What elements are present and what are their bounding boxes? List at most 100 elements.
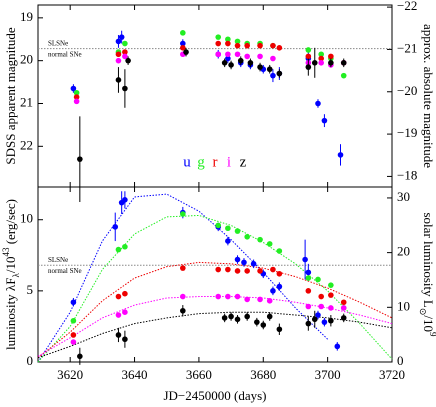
fit-curve [37, 193, 328, 363]
reference-label: SLSNe [48, 39, 68, 47]
legend-entry: u [183, 154, 191, 170]
data-point [221, 315, 228, 321]
y2-tick-label: 30 [397, 189, 410, 204]
data-point [270, 266, 276, 273]
data-point [115, 293, 122, 300]
data-point [311, 60, 318, 66]
data-point [115, 332, 122, 338]
reference-label: normal SNe [48, 267, 82, 275]
data-point [180, 30, 186, 36]
data-point [328, 292, 334, 298]
data-point [257, 296, 263, 303]
data-point [266, 241, 273, 247]
data-point [318, 303, 325, 310]
data-point [270, 72, 276, 79]
data-point [180, 40, 186, 47]
data-point [215, 293, 222, 300]
data-point [250, 261, 257, 267]
data-point [122, 49, 128, 55]
data-point [70, 339, 77, 345]
axis-label-part: (erg/sec) [3, 199, 18, 247]
data-point [180, 265, 186, 271]
data-point [115, 51, 122, 58]
axis-label: SDSS apparent magnitude [3, 27, 18, 164]
x-axis-label: JD−2450000 (days) [163, 388, 266, 403]
data-point [234, 256, 241, 263]
data-point [122, 336, 128, 343]
data-point [318, 60, 325, 66]
data-point [234, 293, 241, 300]
data-point [115, 38, 122, 45]
data-point [244, 313, 250, 320]
data-point [276, 70, 283, 77]
data-point [340, 305, 347, 311]
panel: 19 20 21 22 −22 −21 −20 −19 −18 SLSNe normal SNe u g… [20, 0, 417, 202]
data-point [305, 288, 312, 294]
data-point [228, 313, 234, 320]
y-tick-label: 22 [20, 137, 33, 152]
data-point [215, 34, 222, 40]
data-point [70, 332, 77, 338]
data-point [215, 51, 222, 58]
data-point [234, 42, 241, 49]
axis-label-part: λ [11, 273, 21, 278]
data-point [305, 47, 312, 53]
data-point [122, 243, 128, 250]
data-point [260, 322, 267, 328]
data-point [180, 211, 186, 217]
data-point [266, 313, 273, 320]
data-point [225, 36, 231, 43]
data-point [77, 353, 83, 360]
data-point [180, 293, 186, 300]
x-tick-label: 3700 [315, 367, 341, 382]
data-point [125, 57, 131, 64]
data-point [70, 317, 77, 324]
data-point [266, 298, 273, 304]
axis-label-part: /10 [421, 315, 436, 332]
data-point [225, 266, 231, 273]
data-point [122, 290, 128, 297]
data-point [328, 60, 334, 66]
y2-tick-label: 20 [397, 244, 410, 259]
data-point [305, 320, 312, 327]
data-point [340, 72, 347, 79]
data-point [115, 312, 122, 318]
data-point [270, 55, 276, 62]
y2-tick-label: −22 [397, 0, 417, 13]
y-tick-label: 5 [27, 282, 34, 297]
data-point [73, 94, 80, 100]
data-point [305, 64, 312, 70]
data-point [237, 57, 244, 64]
x-tick-label: 3680 [250, 367, 276, 382]
data-point [305, 303, 312, 310]
data-point [183, 49, 189, 55]
data-point [257, 42, 263, 49]
axis-label: luminosity λFλ/1043 (erg/sec) [1, 199, 21, 350]
data-point [254, 319, 260, 325]
y2-tick-label: 10 [397, 298, 410, 313]
y2-tick-label: −18 [397, 167, 417, 182]
fit-curve [37, 311, 393, 359]
data-point [115, 57, 122, 64]
data-point [73, 98, 80, 105]
data-point [115, 77, 122, 83]
data-point [321, 319, 328, 325]
data-point [180, 45, 186, 51]
y-tick-label: 0 [27, 353, 34, 368]
data-point [234, 38, 241, 45]
legend-entry: i [227, 154, 231, 170]
data-point [315, 312, 321, 318]
x-tick-label: 3720 [379, 367, 405, 382]
data-point [340, 315, 347, 321]
data-point [221, 60, 228, 66]
data-point [244, 296, 250, 303]
data-point [266, 66, 273, 73]
data-point [215, 266, 222, 273]
data-point [276, 270, 283, 277]
data-point [334, 343, 341, 350]
data-point [234, 316, 241, 323]
data-point [70, 85, 77, 92]
data-point [122, 40, 128, 47]
data-point [270, 42, 276, 49]
